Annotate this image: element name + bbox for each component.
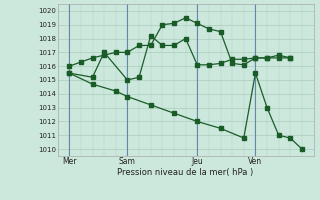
- X-axis label: Pression niveau de la mer( hPa ): Pression niveau de la mer( hPa ): [117, 168, 254, 177]
